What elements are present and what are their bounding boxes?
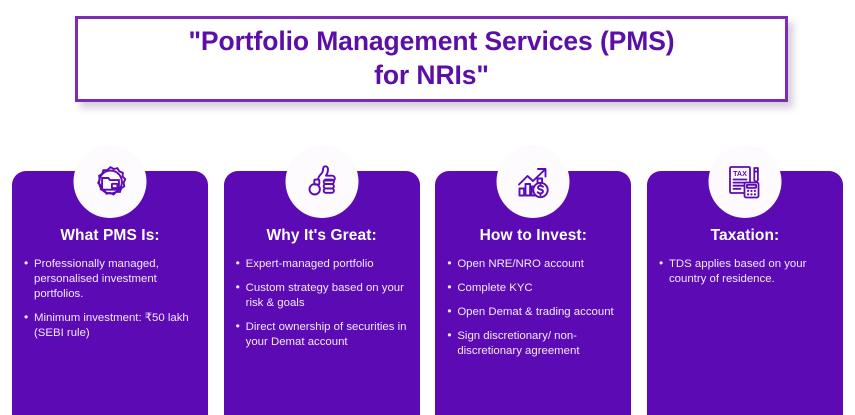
card-heading: Taxation: — [710, 227, 780, 244]
card-bullet-list: Professionally managed, personalised inv… — [24, 256, 196, 341]
list-item: TDS applies based on your country of res… — [659, 256, 831, 287]
card-heading: What PMS Is: — [60, 227, 160, 244]
list-item: Complete KYC — [447, 280, 619, 296]
list-item: Expert-managed portfolio — [236, 256, 408, 272]
card-heading: Why It's Great: — [266, 227, 377, 244]
svg-text:TAX: TAX — [734, 169, 748, 178]
list-item: Open Demat & trading account — [447, 304, 619, 320]
list-item: Direct ownership of securities in your D… — [236, 319, 408, 350]
thumbs-up-icon — [285, 145, 359, 218]
card-bullet-list: TDS applies based on your country of res… — [659, 256, 831, 287]
page-title: "Portfolio Management Services (PMS) for… — [188, 26, 675, 90]
list-item: Professionally managed, personalised inv… — [24, 256, 196, 302]
cards-row: What PMS Is: Professionally managed, per… — [0, 145, 855, 415]
card-taxation: TAX Taxation: TDS applies based on your … — [646, 145, 843, 415]
card-bullet-list: Open NRE/NRO account Complete KYC Open D… — [447, 256, 619, 359]
card-what-pms-is: What PMS Is: Professionally managed, per… — [12, 145, 208, 415]
tax-document-calculator-icon: TAX — [708, 145, 782, 218]
card-bullet-list: Expert-managed portfolio Custom strategy… — [236, 256, 408, 350]
list-item: Custom strategy based on your risk & goa… — [236, 280, 408, 311]
title-banner: "Portfolio Management Services (PMS) for… — [75, 16, 788, 102]
list-item: Open NRE/NRO account — [447, 256, 619, 272]
card-how-to-invest: How to Invest: Open NRE/NRO account Comp… — [435, 145, 632, 415]
list-item: Minimum investment: ₹50 lakh (SEBI rule) — [24, 310, 196, 341]
list-item: Sign discretionary/ non-discretionary ag… — [447, 328, 619, 359]
card-heading: How to Invest: — [479, 227, 587, 244]
gear-folder-icon — [73, 145, 147, 218]
card-why-its-great: Why It's Great: Expert-managed portfolio… — [223, 145, 420, 415]
growth-chart-dollar-icon — [496, 145, 570, 218]
